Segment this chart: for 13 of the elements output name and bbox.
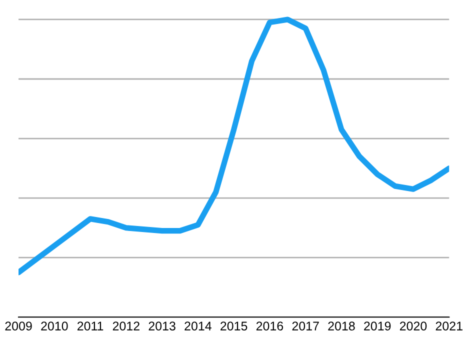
x-tick-label: 2015 <box>220 322 248 330</box>
x-tick-label: 2020 <box>400 322 427 330</box>
x-tick-label: 2012 <box>112 322 140 330</box>
x-tick-label: 2017 <box>292 322 319 330</box>
x-tick-label: 2011 <box>77 322 104 330</box>
x-tick-label: 2021 <box>436 322 462 330</box>
x-tick-label: 2010 <box>41 322 68 330</box>
x-tick-label: 2009 <box>5 322 32 330</box>
x-tick-label: 2019 <box>364 322 391 330</box>
x-tick-label: 2016 <box>256 322 284 330</box>
x-tick-label: 2018 <box>328 322 355 330</box>
x-tick-label: 2013 <box>148 322 176 330</box>
x-tick-label: 2014 <box>184 322 212 330</box>
